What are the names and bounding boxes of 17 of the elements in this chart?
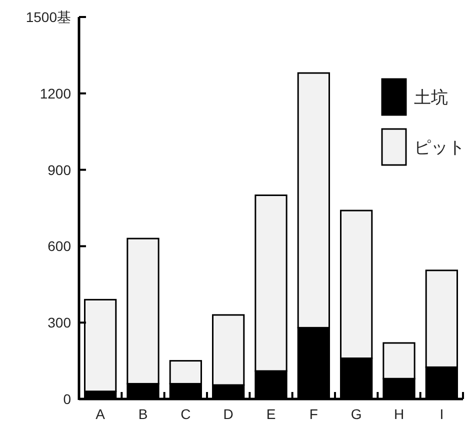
- x-tick-label: F: [309, 406, 318, 422]
- x-tick-label: G: [350, 406, 362, 422]
- x-tick-label: H: [394, 406, 404, 422]
- x-tick-label: I: [440, 406, 444, 422]
- y-tick-label: 600: [48, 238, 72, 254]
- x-tick-label: C: [180, 406, 191, 422]
- y-tick-label: 900: [48, 162, 72, 178]
- y-tick-label: 0: [63, 391, 72, 407]
- x-tick-label: B: [138, 406, 148, 422]
- legend-label: ピット: [414, 138, 465, 157]
- y-tick-label: 1200: [40, 85, 72, 102]
- x-tick-label: A: [96, 406, 106, 422]
- x-tick-label: D: [223, 406, 234, 422]
- y-tick-label: 300: [48, 314, 72, 331]
- x-tick-label: E: [266, 406, 276, 422]
- legend-label: 土坑: [414, 88, 448, 107]
- y-tick-label: 1500基: [26, 9, 71, 25]
